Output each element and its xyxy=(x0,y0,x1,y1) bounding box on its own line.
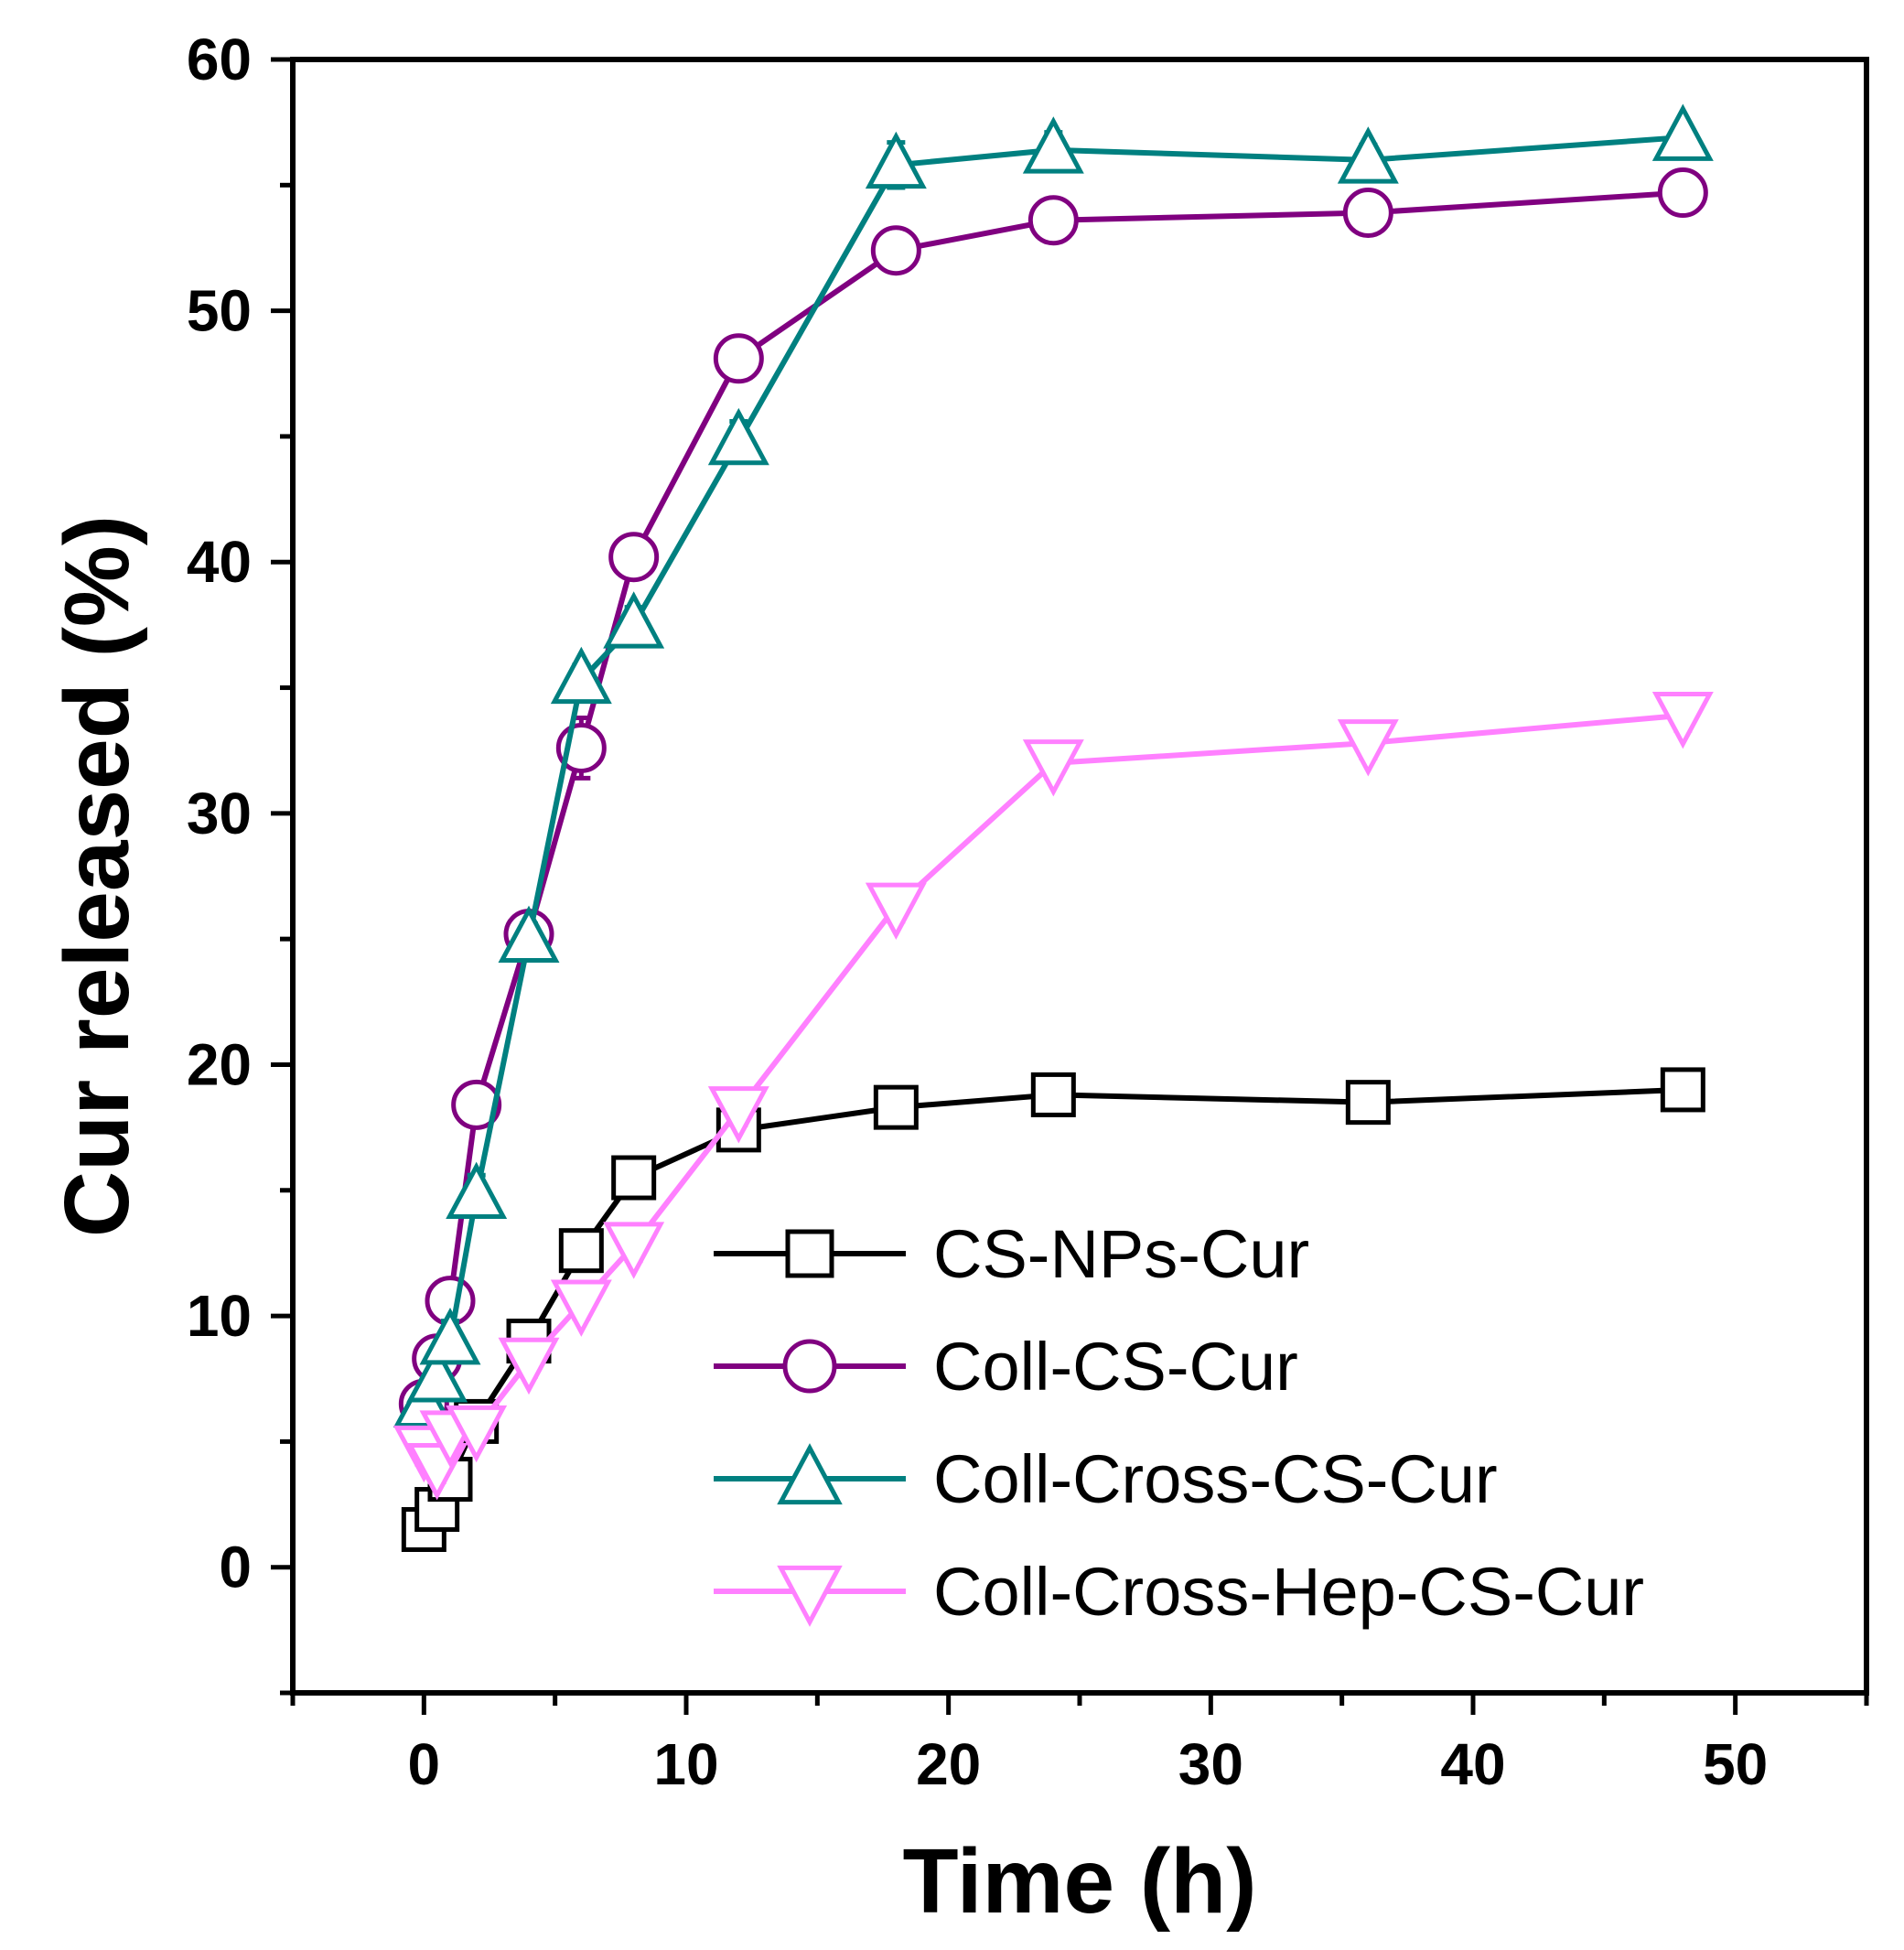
data-point xyxy=(1345,1080,1391,1126)
x-tick-label: 0 xyxy=(408,1731,441,1797)
legend-marker xyxy=(785,1229,834,1278)
data-point xyxy=(550,646,612,705)
data-point xyxy=(1027,195,1079,246)
x-tick-label: 30 xyxy=(1178,1731,1243,1797)
legend-marker xyxy=(777,1443,843,1505)
x-axis-title: Time (h) xyxy=(902,1830,1256,1933)
legend-label: Coll-Cross-Hep-CS-Cur xyxy=(933,1554,1644,1630)
data-point xyxy=(608,532,660,583)
x-tick-label: 50 xyxy=(1703,1731,1768,1797)
legend-entry-3: Coll-Cross-Hep-CS-Cur xyxy=(714,1554,1644,1630)
x-tick-label: 20 xyxy=(916,1731,981,1797)
legend-label: Coll-CS-Cur xyxy=(933,1329,1298,1405)
x-tick-label: 10 xyxy=(653,1731,718,1797)
legend-entry-2: Coll-Cross-CS-Cur xyxy=(714,1441,1498,1517)
y-tick-label: 20 xyxy=(187,1031,252,1097)
data-point xyxy=(446,1405,508,1463)
data-point xyxy=(558,1228,604,1274)
data-point xyxy=(498,1337,560,1395)
data-point xyxy=(603,591,665,649)
legend-label: CS-NPs-Cur xyxy=(933,1216,1309,1292)
data-point xyxy=(870,225,921,276)
data-point xyxy=(498,905,560,963)
y-tick-label: 60 xyxy=(187,27,252,92)
data-point xyxy=(1657,167,1708,219)
data-point xyxy=(707,407,769,466)
data-point xyxy=(1022,739,1084,797)
y-tick-label: 10 xyxy=(187,1283,252,1349)
legend-marker xyxy=(777,1565,843,1627)
data-point xyxy=(446,1161,508,1220)
series-2 xyxy=(393,103,1714,1427)
data-point xyxy=(713,333,764,384)
data-point xyxy=(1022,116,1084,174)
data-point xyxy=(1660,1067,1705,1113)
y-tick-label: 40 xyxy=(187,529,252,595)
legend-entry-1: Coll-CS-Cur xyxy=(714,1329,1298,1405)
legend-label: Coll-Cross-CS-Cur xyxy=(933,1441,1498,1517)
legend-entry-0: CS-NPs-Cur xyxy=(714,1216,1309,1292)
y-tick-label: 0 xyxy=(219,1535,252,1600)
data-point xyxy=(1342,188,1393,239)
y-axis-title: Cur released (%) xyxy=(46,515,148,1237)
data-point xyxy=(419,1307,481,1365)
data-point xyxy=(865,882,927,941)
data-point xyxy=(451,1079,502,1130)
data-point xyxy=(611,1155,657,1201)
data-point xyxy=(707,1086,769,1144)
data-point xyxy=(1030,1072,1076,1117)
data-point xyxy=(603,1222,665,1279)
data-point xyxy=(406,1345,468,1403)
axis-ticks: 0 10 20 30 40 50 0 10 20 30 40 50 60 xyxy=(187,27,1869,1797)
legend: CS-NPs-Cur Coll-CS-Cur Coll-Cross-CS-Cur Co… xyxy=(714,1216,1644,1630)
legend-marker xyxy=(782,1339,837,1394)
series-3 xyxy=(393,691,1714,1501)
data-point xyxy=(1651,691,1714,749)
y-tick-label: 30 xyxy=(187,781,252,846)
data-point xyxy=(1651,103,1714,161)
y-tick-label: 50 xyxy=(187,278,252,344)
data-point xyxy=(550,1279,612,1337)
x-tick-label: 40 xyxy=(1440,1731,1505,1797)
data-point xyxy=(1337,126,1399,184)
data-point xyxy=(1337,719,1399,777)
data-point xyxy=(865,131,927,189)
data-point xyxy=(873,1084,919,1130)
series-layer xyxy=(393,103,1714,1552)
